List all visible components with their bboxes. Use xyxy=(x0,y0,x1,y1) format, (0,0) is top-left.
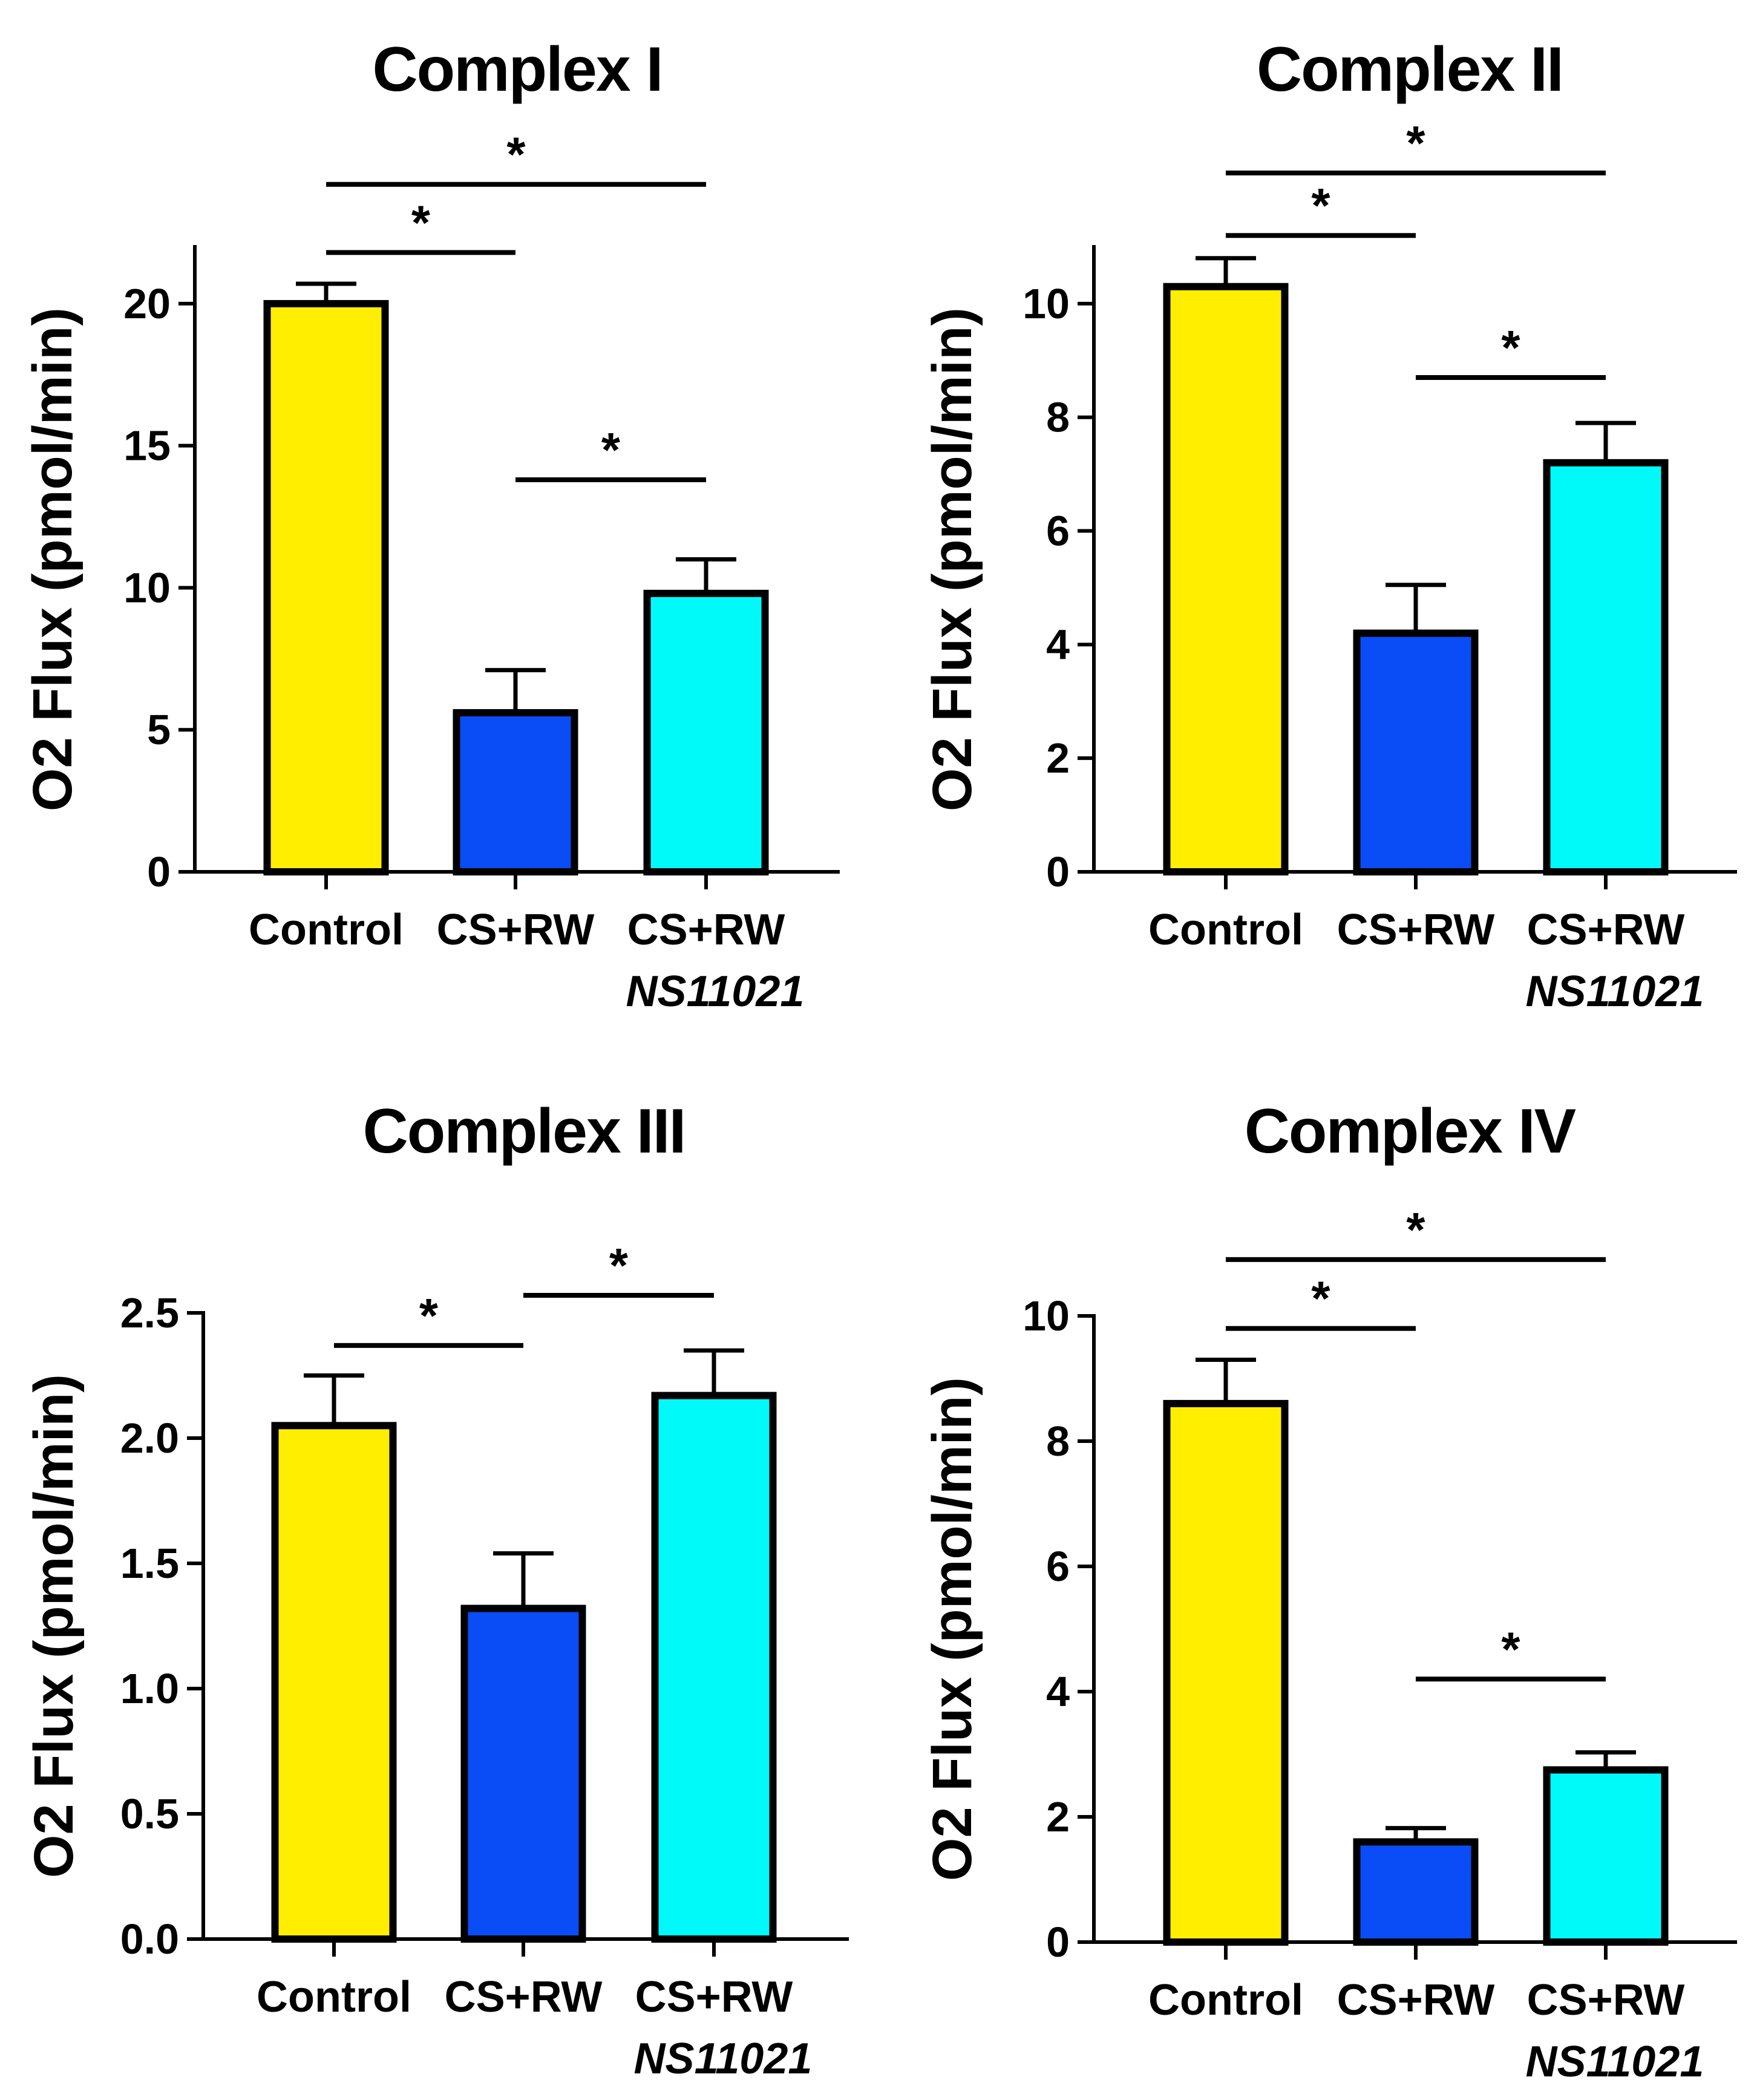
y-tick-label: 4 xyxy=(1046,621,1070,668)
bar-3 xyxy=(1543,1766,1669,1946)
y-tick-label: 8 xyxy=(1046,394,1070,441)
panel-complex-i: Complex I O2 Flux (pmol/min) 0 5 10 15 20 Contr… xyxy=(22,34,840,1016)
y-axis-title: O2 Flux (pmol/min) xyxy=(921,307,983,811)
x-category-sublabel: NS11021 xyxy=(634,2035,813,2083)
panel-complex-ii: Complex II O2 Flux (pmol/min) 0 2 4 6 8 10 Contr… xyxy=(921,34,1737,1016)
x-category-label: CS+RW xyxy=(1337,906,1495,954)
y-tick-label: 0.0 xyxy=(120,1915,179,1963)
y-tick-label: 2 xyxy=(1046,1793,1070,1840)
significance-star-3: * xyxy=(1501,1622,1520,1676)
significance-star-2: * xyxy=(609,1238,629,1292)
y-tick-label: 0.5 xyxy=(120,1790,179,1837)
y-axis-title: O2 Flux (pmol/min) xyxy=(921,1377,983,1881)
y-axis-title: O2 Flux (pmol/min) xyxy=(22,307,83,811)
y-tick-label: 5 xyxy=(147,706,171,753)
chart-title: Complex III xyxy=(363,1096,685,1166)
y-tick-label: 2 xyxy=(1046,734,1070,782)
significance-star-1: * xyxy=(411,195,431,249)
x-category-label: CS+RW xyxy=(627,906,785,954)
bar-2 xyxy=(460,1604,586,1943)
bar-3 xyxy=(643,589,769,875)
x-category-label: CS+RW xyxy=(635,1973,793,2021)
y-tick-label: 0 xyxy=(1046,848,1070,895)
bar-1 xyxy=(1163,283,1289,875)
x-category-sublabel: NS11021 xyxy=(626,967,805,1016)
chart-title: Complex IV xyxy=(1245,1096,1576,1166)
y-tick-label: 1.0 xyxy=(120,1665,179,1712)
y-tick-label: 1.5 xyxy=(120,1540,179,1587)
bar-2 xyxy=(453,709,578,876)
significance-star-2: * xyxy=(1406,116,1425,170)
bar-2 xyxy=(1353,629,1479,875)
x-category-label: CS+RW xyxy=(1527,1976,1685,2024)
significance-star-1: * xyxy=(419,1289,439,1343)
x-category-label: Control xyxy=(257,1973,411,2021)
y-tick-label: 10 xyxy=(1022,280,1070,327)
significance-star-2: * xyxy=(506,128,526,182)
significance-star-2: * xyxy=(1406,1203,1425,1257)
x-category-label: CS+RW xyxy=(1527,906,1685,954)
y-tick-label: 0 xyxy=(1046,1918,1070,1966)
y-tick-label: 4 xyxy=(1046,1668,1070,1715)
chart-title: Complex II xyxy=(1257,34,1563,105)
x-category-label: CS+RW xyxy=(1337,1976,1495,2024)
y-tick-label: 6 xyxy=(1046,508,1070,555)
y-tick-label: 15 xyxy=(123,422,171,469)
y-tick-label: 10 xyxy=(1022,1292,1070,1339)
panel-complex-iv: Complex IV O2 Flux (pmol/min) 0 2 4 6 8 10 Contr… xyxy=(921,1096,1737,2086)
y-tick-label: 8 xyxy=(1046,1418,1070,1465)
bar-3 xyxy=(651,1392,777,1943)
bar-1 xyxy=(1163,1399,1289,1946)
x-category-label: Control xyxy=(249,906,404,954)
significance-star-1: * xyxy=(1311,1272,1330,1326)
x-category-label: CS+RW xyxy=(437,906,595,954)
y-axis-title: O2 Flux (pmol/min) xyxy=(23,1374,85,1878)
bar-1 xyxy=(263,299,389,875)
x-category-sublabel: NS11021 xyxy=(1526,2038,1704,2086)
x-category-label: CS+RW xyxy=(445,1973,603,2021)
x-category-sublabel: NS11021 xyxy=(1526,967,1704,1016)
y-tick-label: 2.0 xyxy=(120,1415,179,1462)
bar-2 xyxy=(1353,1838,1479,1946)
y-tick-label: 2.5 xyxy=(120,1289,179,1336)
significance-star-1: * xyxy=(1311,178,1330,232)
panel-complex-iii: Complex III O2 Flux (pmol/min) 0.0 0.5 1.0 1.… xyxy=(23,1096,849,2083)
chart-title: Complex I xyxy=(373,34,663,105)
bar-3 xyxy=(1543,459,1669,875)
significance-star-3: * xyxy=(1501,321,1520,375)
y-tick-label: 6 xyxy=(1046,1543,1070,1590)
x-category-label: Control xyxy=(1148,1976,1303,2024)
x-category-label: Control xyxy=(1148,906,1303,954)
y-tick-label: 10 xyxy=(123,564,171,611)
significance-star-3: * xyxy=(601,423,621,477)
bar-1 xyxy=(271,1422,397,1943)
y-tick-label: 0 xyxy=(147,848,171,895)
y-tick-label: 20 xyxy=(123,280,171,327)
